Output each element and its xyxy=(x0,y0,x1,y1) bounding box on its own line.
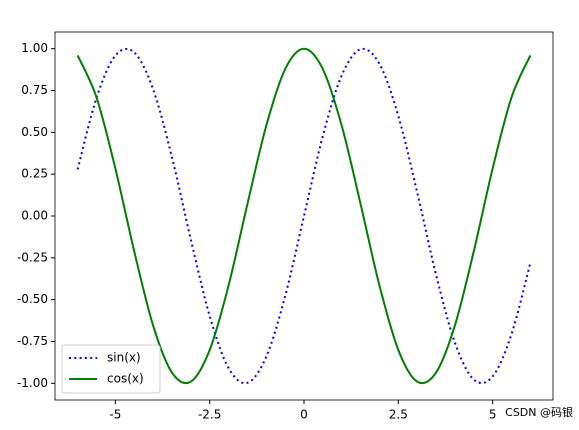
y-tick-label: 1.00 xyxy=(21,41,48,55)
x-tick-label: -5 xyxy=(109,408,121,422)
legend-label: cos(x) xyxy=(107,372,144,386)
y-tick-label: 0.50 xyxy=(21,125,48,139)
watermark: CSDN @码银 xyxy=(505,405,573,419)
y-tick-label: 0.00 xyxy=(21,209,48,223)
y-tick-label: -0.25 xyxy=(17,250,48,264)
y-tick-label: -1.00 xyxy=(17,376,48,390)
y-tick-label: -0.50 xyxy=(17,292,48,306)
plot-frame xyxy=(54,31,554,401)
x-tick-label: -2.5 xyxy=(198,408,221,422)
x-tick-label: 5 xyxy=(489,408,497,422)
x-tick-label: 2.5 xyxy=(389,408,408,422)
x-tick-label: 0 xyxy=(300,408,308,422)
legend-label: sin(x) xyxy=(107,351,141,365)
y-tick-label: 0.75 xyxy=(21,83,48,97)
line-series xyxy=(76,47,532,385)
y-tick-label: 0.25 xyxy=(21,167,48,181)
y-tick-label: -0.75 xyxy=(17,334,48,348)
line-series xyxy=(76,47,532,385)
